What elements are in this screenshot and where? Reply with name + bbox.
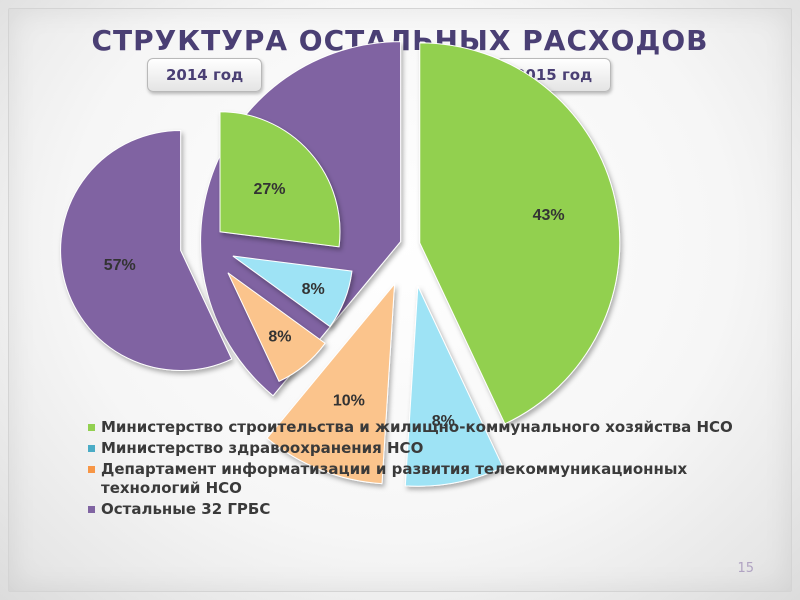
legend-label-informatization: Департамент информатизации и развития те… — [101, 460, 688, 497]
legend-label-construction: Министерство строительства и жилищно-ком… — [101, 418, 733, 436]
slice-label-2015-health: 8% — [432, 413, 455, 430]
pie-slice-2015-informatization — [266, 282, 396, 485]
legend-item-construction: Министерство строительства и жилищно-ком… — [88, 418, 768, 437]
pie-slice-2015-construction — [419, 42, 621, 425]
slice-label-2014-informatization: 8% — [268, 329, 291, 346]
pie-slice-2014-informatization — [227, 272, 326, 382]
legend-swatch-other — [88, 506, 95, 513]
pie-slice-2014-construction — [219, 111, 341, 248]
pie-slice-2015-health — [404, 286, 504, 487]
slice-label-2014-construction: 27% — [253, 181, 285, 198]
pie-chart-2014: 27% 8% 8% 57% — [60, 111, 353, 382]
legend-item-informatization: Департамент информатизации и развития те… — [88, 460, 768, 498]
legend-swatch-informatization — [88, 466, 95, 473]
legend-item-other: Остальные 32 ГРБС — [88, 500, 768, 519]
pie-slice-2014-other — [60, 129, 233, 371]
slice-label-2014-health: 8% — [302, 281, 325, 298]
pie-slice-2014-health — [232, 255, 353, 328]
slice-label-2014-other: 57% — [104, 257, 136, 274]
chart-legend: Министерство строительства и жилищно-ком… — [88, 418, 768, 521]
slice-label-2015-informatization: 10% — [333, 392, 365, 409]
page-number: 15 — [737, 561, 754, 576]
legend-label-other: Остальные 32 ГРБС — [101, 500, 271, 518]
legend-swatch-health — [88, 445, 95, 452]
slice-label-2015-construction: 43% — [533, 207, 565, 224]
legend-label-health: Министерство здравоохранения НСО — [101, 439, 424, 457]
legend-item-health: Министерство здравоохранения НСО — [88, 439, 768, 458]
legend-swatch-construction — [88, 424, 95, 431]
year-badge-2014: 2014 год — [147, 58, 263, 92]
